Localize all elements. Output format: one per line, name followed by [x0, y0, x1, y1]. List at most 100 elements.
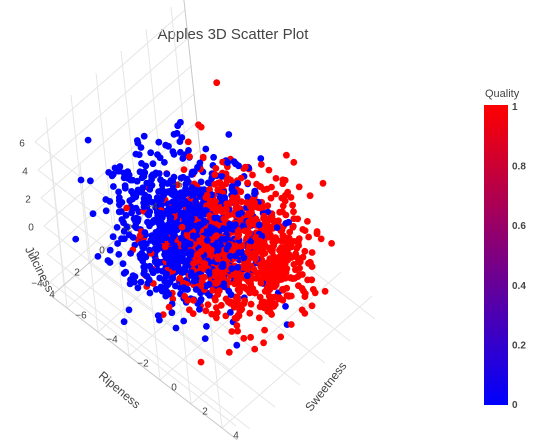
data-point — [211, 171, 219, 179]
colorbar-tick-label: 1 — [512, 102, 518, 113]
data-point — [258, 262, 265, 270]
data-point — [261, 241, 268, 248]
data-point — [197, 358, 205, 366]
data-point — [261, 326, 268, 334]
data-point — [187, 210, 194, 217]
data-point — [221, 194, 229, 201]
data-point — [143, 179, 151, 187]
data-point — [77, 176, 85, 184]
data-point — [294, 215, 302, 223]
x-tick-label: 4 — [233, 431, 239, 441]
data-point — [211, 181, 219, 188]
data-point — [180, 166, 188, 174]
data-point — [317, 235, 325, 243]
y-tick-label: −2 — [121, 224, 133, 235]
grid-line — [40, 65, 192, 199]
data-point — [196, 257, 203, 264]
data-point — [238, 242, 246, 250]
data-point — [87, 177, 94, 185]
data-point — [183, 232, 191, 240]
data-point — [232, 242, 239, 250]
data-point — [161, 277, 169, 285]
data-point — [261, 250, 269, 257]
data-point — [234, 311, 242, 319]
data-point — [234, 228, 242, 235]
data-point — [267, 224, 275, 232]
data-point — [204, 301, 212, 308]
data-point — [197, 221, 205, 228]
data-point — [208, 310, 216, 318]
data-point — [270, 241, 278, 249]
colorbar-tick-label: 0.2 — [512, 340, 526, 351]
data-point — [115, 167, 123, 175]
data-point — [130, 278, 138, 286]
data-point — [266, 255, 274, 262]
data-point — [147, 149, 155, 157]
data-point — [170, 130, 178, 138]
data-point — [158, 209, 166, 217]
data-point — [251, 289, 259, 297]
data-points[interactable] — [72, 79, 335, 366]
data-point — [138, 249, 146, 257]
data-point — [232, 221, 239, 229]
data-point — [169, 148, 177, 156]
data-point — [260, 339, 267, 347]
data-point — [136, 232, 144, 240]
grid-line — [145, 28, 165, 198]
data-point — [156, 316, 163, 324]
data-point — [183, 175, 191, 183]
data-point — [137, 278, 145, 286]
data-point — [141, 229, 149, 236]
data-point — [258, 161, 265, 168]
data-point — [202, 145, 210, 153]
data-point — [172, 324, 180, 332]
data-point — [299, 253, 307, 261]
data-point — [279, 286, 286, 293]
data-point — [154, 196, 161, 204]
data-point — [247, 203, 254, 211]
data-point — [226, 220, 234, 228]
data-point — [307, 259, 314, 267]
colorbar-tick-label: 0.6 — [512, 221, 526, 232]
data-point — [291, 275, 298, 282]
data-point — [170, 232, 177, 240]
grid-line — [43, 225, 231, 371]
data-point — [110, 183, 117, 190]
data-point — [196, 237, 204, 245]
data-point — [234, 233, 242, 241]
data-point — [154, 151, 161, 159]
data-point — [305, 233, 312, 241]
data-point — [244, 179, 251, 187]
data-point — [170, 263, 178, 271]
grid-line — [221, 295, 373, 429]
data-point — [272, 175, 280, 182]
data-point — [290, 208, 297, 216]
data-point — [177, 254, 184, 262]
data-point — [256, 293, 264, 301]
data-point — [232, 270, 239, 278]
colorbar[interactable] — [484, 105, 508, 405]
data-point — [140, 263, 148, 271]
data-point — [124, 168, 132, 176]
data-point — [197, 212, 205, 220]
data-point — [213, 304, 220, 311]
data-point — [298, 306, 306, 314]
data-point — [180, 317, 188, 325]
data-point — [228, 328, 236, 335]
data-point — [328, 240, 335, 247]
y-tick-label: 0 — [99, 246, 105, 257]
data-point — [225, 131, 233, 138]
data-point — [158, 287, 166, 295]
data-point — [140, 132, 148, 140]
data-point — [188, 168, 196, 176]
data-point — [234, 327, 242, 335]
colorbar-tick-label: 0.4 — [512, 281, 526, 292]
data-point — [201, 260, 209, 268]
data-point — [220, 280, 228, 288]
data-point — [240, 334, 248, 342]
data-point — [301, 247, 309, 255]
data-point — [205, 268, 213, 276]
data-point — [309, 286, 317, 293]
